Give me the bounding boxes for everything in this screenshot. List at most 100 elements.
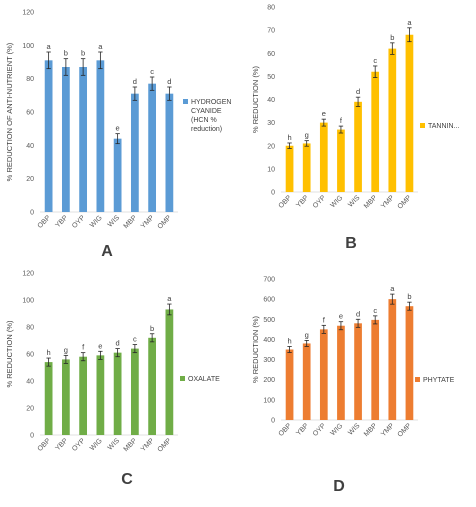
x-tick-label: WIS	[107, 214, 122, 229]
x-tick-label: OYP	[312, 422, 328, 438]
x-tick-label: YMP	[380, 422, 396, 438]
bar	[285, 145, 294, 192]
x-tick-label: YBP	[54, 214, 69, 229]
bar	[96, 355, 105, 435]
x-tick-label: MBP	[363, 422, 379, 438]
significance-label: d	[356, 309, 360, 318]
significance-label: e	[98, 341, 102, 350]
significance-label: b	[390, 33, 394, 42]
significance-label: b	[150, 324, 154, 333]
x-tick-label: WIG	[89, 437, 104, 452]
significance-label: d	[133, 77, 137, 86]
significance-label: e	[339, 312, 343, 321]
bar	[354, 323, 362, 420]
significance-label: g	[305, 131, 309, 140]
legend-label: CYANIDE	[191, 108, 222, 115]
bar	[388, 299, 397, 420]
bar	[165, 93, 174, 212]
x-tick-label: MBP	[123, 437, 139, 453]
bar	[130, 93, 139, 212]
x-tick-label: WIG	[89, 214, 104, 229]
panel-letter: B	[345, 235, 357, 252]
x-tick-label: YMP	[140, 214, 156, 230]
x-tick-label: OMP	[157, 437, 173, 453]
y-tick-label: 600	[263, 297, 275, 304]
x-tick-label: WIS	[347, 194, 362, 209]
y-axis-title: % REDUCTION (%)	[251, 65, 260, 133]
legend-swatch	[415, 377, 420, 382]
chart-panel-a: 0 20 40 60 80 100 120 % REDUCTION OF ANTI-NUTRI…	[5, 10, 231, 261]
y-tick-label: 80	[26, 325, 34, 332]
y-tick-label: 0	[271, 418, 275, 425]
bar	[148, 83, 157, 213]
y-tick-label: 60	[26, 352, 34, 359]
significance-label: g	[64, 345, 68, 354]
y-tick-label: 20	[26, 176, 34, 183]
bar	[148, 337, 157, 435]
x-tick-label: WIS	[107, 437, 122, 452]
bar	[302, 143, 311, 192]
y-tick-label: 60	[26, 110, 34, 117]
bar	[405, 306, 414, 420]
x-tick-label: OMP	[157, 214, 173, 230]
y-tick-label: 40	[26, 143, 34, 150]
x-tick-label: WIS	[347, 422, 362, 437]
significance-label: a	[98, 42, 103, 51]
legend-label: reduction)	[191, 126, 222, 133]
x-tick-label: YMP	[380, 194, 396, 210]
bar	[337, 129, 345, 192]
legend-label: PHYTATE	[423, 377, 455, 384]
panel-letter: A	[101, 243, 113, 260]
x-tick-label: MBP	[123, 214, 139, 230]
chart-panel-c: 0 20 40 60 80 100 120 % REDUCTION (%) h OBP g YBP f O…	[5, 271, 220, 489]
significance-label: b	[81, 49, 85, 58]
x-tick-label: OMP	[397, 422, 413, 438]
legend-label: (HCN %	[191, 117, 217, 124]
significance-label: f	[340, 116, 343, 125]
bar	[113, 138, 122, 212]
significance-label: b	[64, 49, 68, 58]
significance-label: e	[116, 124, 120, 133]
legend-label: HYDROGEN	[191, 99, 231, 106]
x-tick-label: OYP	[71, 437, 87, 453]
y-axis-title: % REDUCTION OF ANTI-NUTRIENT (%)	[5, 42, 14, 181]
x-tick-label: OBP	[37, 214, 53, 230]
legend-swatch	[420, 123, 425, 128]
y-tick-label: 50	[267, 74, 275, 81]
bar	[319, 329, 328, 420]
significance-label: d	[356, 87, 360, 96]
x-tick-label: OMP	[397, 194, 413, 210]
x-tick-label: YBP	[295, 422, 310, 437]
x-tick-label: OYP	[312, 194, 328, 210]
y-tick-label: 200	[263, 377, 275, 384]
significance-label: f	[323, 315, 326, 324]
panel-letter: D	[333, 478, 345, 495]
chart-panel-b: 0 10 20 30 40 50 60 70 80 % REDUCTION (%) h OBP g YBP…	[251, 5, 459, 253]
significance-label: c	[373, 306, 377, 315]
significance-label: d	[116, 339, 120, 348]
legend-swatch	[180, 376, 185, 381]
bar	[61, 359, 70, 435]
y-tick-label: 700	[263, 277, 275, 284]
y-tick-label: 100	[263, 397, 275, 404]
significance-label: c	[133, 335, 137, 344]
significance-label: a	[407, 18, 412, 27]
bar	[165, 309, 174, 435]
x-tick-label: OBP	[37, 437, 53, 453]
significance-label: a	[47, 42, 52, 51]
significance-label: f	[82, 343, 85, 352]
chart-panel-d: 0 100 200 300 400 500 600 700 % REDUCTION (%) h OB…	[251, 277, 455, 496]
bar	[130, 348, 139, 435]
bar	[371, 319, 380, 420]
significance-label: c	[150, 67, 154, 76]
significance-label: d	[167, 77, 171, 86]
y-tick-label: 120	[22, 271, 34, 278]
bar	[337, 325, 345, 420]
y-tick-label: 120	[22, 10, 34, 17]
legend-swatch	[183, 99, 188, 104]
significance-label: a	[390, 284, 395, 293]
bar	[96, 60, 105, 213]
bar	[61, 67, 70, 212]
y-tick-label: 300	[263, 357, 275, 364]
